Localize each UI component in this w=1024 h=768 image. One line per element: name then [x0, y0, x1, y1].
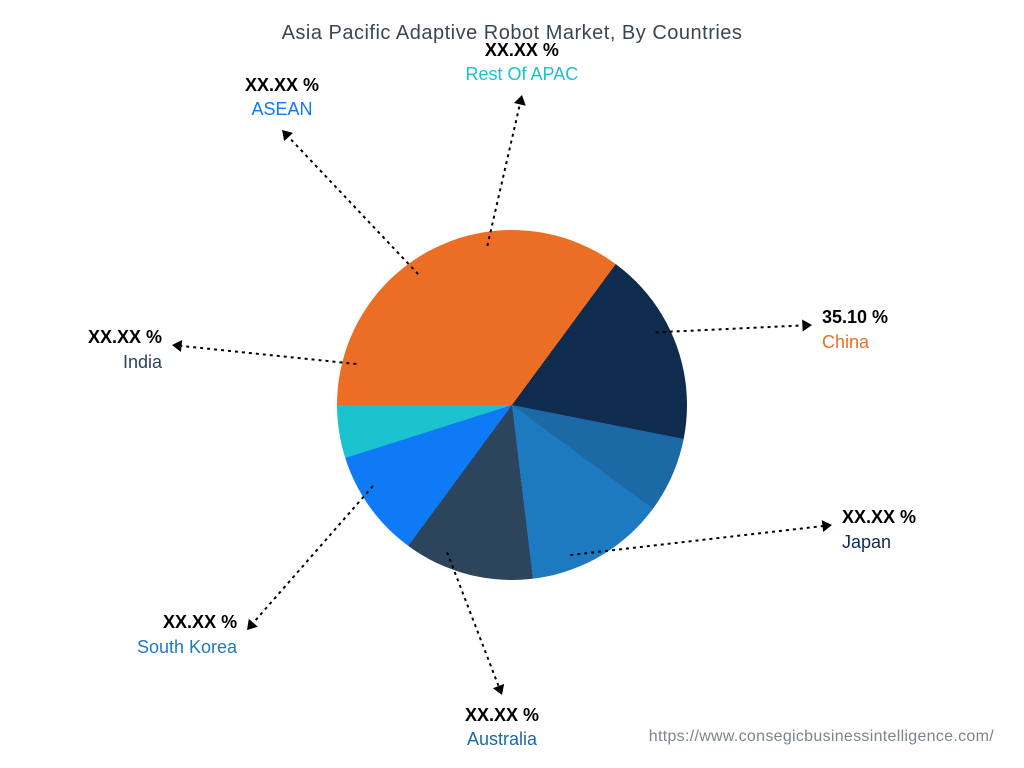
leader-line [286, 134, 418, 274]
slice-pct: XX.XX % [245, 75, 319, 95]
slice-label: XX.XX % India [88, 325, 162, 374]
leader-arrowhead [493, 684, 504, 695]
slice-name: Australia [465, 727, 539, 751]
slice-pct: XX.XX % [465, 705, 539, 725]
leader-arrowhead [514, 95, 526, 106]
leader-line [487, 101, 520, 246]
leader-arrowhead [802, 319, 812, 331]
slice-label: XX.XX %Australia [465, 703, 539, 752]
leader-arrowhead [282, 130, 293, 141]
source-url: https://www.consegicbusinessintelligence… [649, 728, 994, 746]
slice-pct: 35.10 % [822, 307, 888, 327]
slice-label: XX.XX %Rest Of APAC [466, 38, 579, 87]
leader-line [178, 346, 356, 364]
slice-pct: XX.XX % [842, 507, 916, 527]
leader-line [251, 486, 373, 625]
leader-arrowhead [247, 619, 258, 630]
slice-name: Rest Of APAC [466, 62, 579, 86]
slice-label: XX.XX % South Korea [137, 610, 237, 659]
pie-chart: 35.10 %ChinaXX.XX %JapanXX.XX %Australia… [0, 0, 1024, 768]
slice-label: 35.10 % China [822, 305, 888, 354]
slice-pct: XX.XX % [88, 327, 162, 347]
slice-pct: XX.XX % [485, 40, 559, 60]
leader-arrowhead [822, 520, 832, 532]
slice-name: ASEAN [245, 97, 319, 121]
slice-name: China [822, 330, 888, 354]
slice-label: XX.XX % Japan [842, 505, 916, 554]
slice-name: South Korea [137, 635, 237, 659]
pie-disc [337, 230, 687, 580]
slice-name: India [88, 350, 162, 374]
slice-name: Japan [842, 530, 916, 554]
slice-pct: XX.XX % [163, 612, 237, 632]
leader-arrowhead [172, 340, 182, 352]
leader-line [656, 325, 806, 332]
slice-label: XX.XX %ASEAN [245, 73, 319, 122]
